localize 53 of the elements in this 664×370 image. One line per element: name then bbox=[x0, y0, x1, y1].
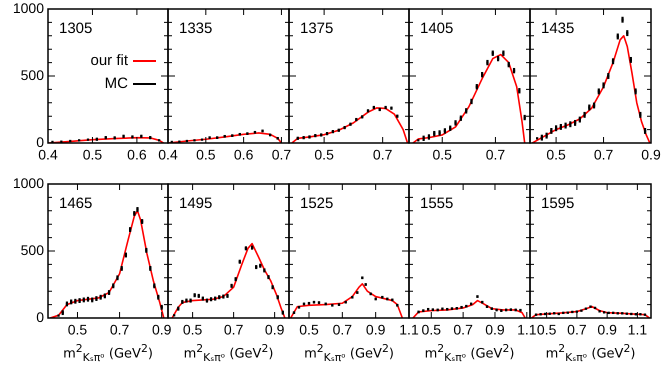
x-tick-label: 0.7 bbox=[272, 146, 292, 162]
x-tick-label: 0.6 bbox=[127, 146, 147, 162]
x-tick-label: 1.1 bbox=[517, 321, 537, 338]
x-tick-label: 0.7 bbox=[332, 321, 352, 338]
x-tick-label: 1.1 bbox=[399, 321, 419, 338]
x-tick-label: 0.7 bbox=[372, 146, 393, 162]
text: 1435 bbox=[541, 20, 574, 37]
x-axis-title: m$^{2}$$_{Kₛπᵒ}$ (GeV$^{2}$) bbox=[182, 342, 274, 364]
x-tick-label: 0.5 bbox=[68, 321, 88, 338]
x-tick-label: 0.5 bbox=[299, 321, 319, 338]
y-tick-label: 0 bbox=[36, 308, 44, 325]
x-tick-label: 0.7 bbox=[224, 321, 244, 338]
x-axis-title: m$^{2}$$_{Kₛπᵒ}$ (GeV$^{2}$) bbox=[544, 342, 636, 364]
x-tick-label: 0.7 bbox=[594, 146, 614, 162]
x-tick-label: 0.5 bbox=[314, 146, 334, 162]
x-tick-label: 0.5 bbox=[422, 321, 442, 338]
x-tick-label: 0.7 bbox=[110, 321, 130, 338]
text: 1405 bbox=[420, 20, 454, 37]
x-tick-label: 0.6 bbox=[234, 146, 254, 162]
x-tick-label: 0.5 bbox=[432, 146, 452, 162]
legend-label: MC bbox=[104, 75, 128, 92]
x-tick-label: 0.9 bbox=[597, 321, 618, 338]
text: 1555 bbox=[420, 195, 454, 212]
text: 1525 bbox=[300, 195, 334, 212]
text: 1375 bbox=[300, 20, 334, 37]
legend-label: our fit bbox=[90, 52, 129, 70]
y-tick-label: 500 bbox=[20, 242, 44, 258]
x-axis-title: m$^{2}$$_{Kₛπᵒ}$ (GeV$^{2}$) bbox=[424, 342, 516, 364]
x-axis-title: m$^{2}$$_{Kₛπᵒ}$ (GeV$^{2}$) bbox=[62, 342, 154, 364]
x-tick-label: 0.5 bbox=[546, 146, 566, 162]
x-tick-label: 1.1 bbox=[628, 321, 648, 338]
x-tick-label: 0.9 bbox=[152, 321, 172, 338]
x-tick-label: 0.7 bbox=[453, 321, 474, 338]
y-tick-label: 1000 bbox=[12, 0, 44, 16]
x-tick-label: 0.9 bbox=[485, 321, 505, 338]
y-tick-label: 500 bbox=[20, 66, 44, 83]
y-tick-label: 1000 bbox=[12, 174, 44, 191]
x-tick-label: 0.5 bbox=[182, 321, 203, 338]
x-tick-label: 0.7 bbox=[567, 321, 587, 338]
x-tick-label: 0.5 bbox=[196, 146, 216, 162]
x-tick-label: 0.9 bbox=[264, 321, 285, 338]
text: 1495 bbox=[179, 195, 212, 212]
text: 1465 bbox=[59, 195, 92, 212]
x-tick-label: 0.5 bbox=[82, 146, 102, 162]
x-tick-label: 0.4 bbox=[158, 146, 178, 162]
x-tick-label: 0.7 bbox=[486, 146, 506, 162]
text: 1305 bbox=[59, 20, 92, 37]
x-tick-label: 0.9 bbox=[641, 146, 661, 162]
x-tick-label: 0.9 bbox=[366, 321, 386, 338]
x-axis-title: m$^{2}$$_{Kₛπᵒ}$ (GeV$^{2}$) bbox=[303, 342, 395, 364]
x-tick-label: 0.5 bbox=[536, 321, 557, 338]
text: 1595 bbox=[541, 195, 574, 212]
text: 1335 bbox=[179, 20, 212, 37]
